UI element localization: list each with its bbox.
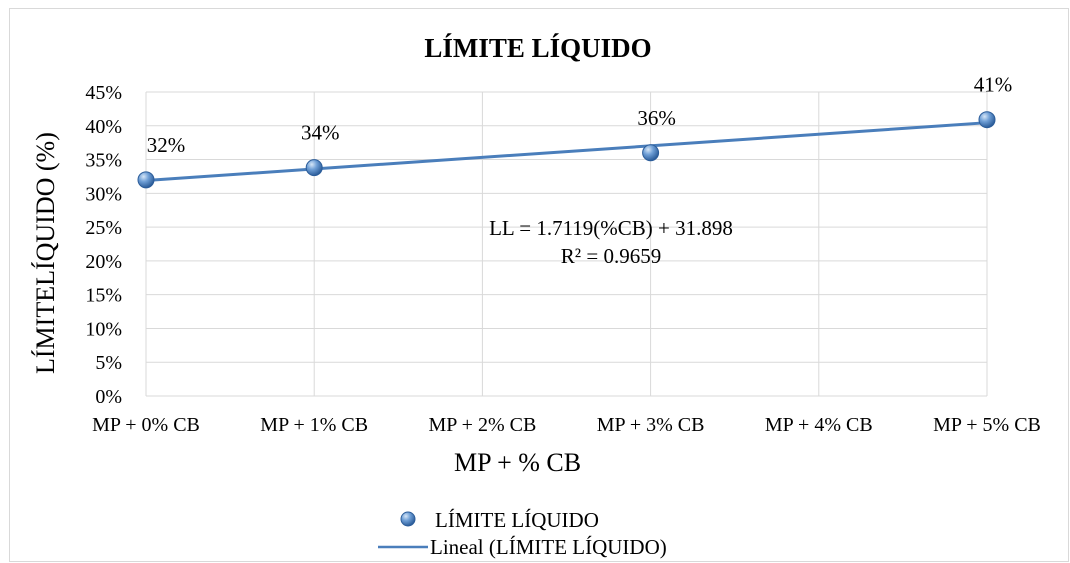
data-point [642,144,660,162]
x-tick-label: MP + 4% CB [765,414,873,436]
data-labels: 32% 34% 36% 41% [147,73,1013,157]
data-label: 34% [301,121,340,145]
chart-frame [9,8,1069,562]
x-tick-label: MP + 3% CB [597,414,705,436]
y-tick-label: 5% [95,352,122,374]
y-tick-label: 20% [85,251,122,273]
x-tick-label: MP + 5% CB [933,414,1041,436]
legend-marker-icon [400,511,416,527]
x-tick-label: MP + 0% CB [92,414,200,436]
y-tick-label: 35% [85,150,122,172]
trendline-r2: R² = 0.9659 [561,244,661,268]
x-axis-title: MP + % CB [454,448,581,477]
trendline-equation: LL = 1.7119(%CB) + 31.898 [489,216,733,240]
y-tick-labels: 0% 5% 10% 15% 20% 25% 30% 35% 40% 45% [85,82,122,408]
x-tick-label: MP + 1% CB [260,414,368,436]
data-label: 36% [637,106,676,130]
data-points [137,111,996,189]
chart-title: LÍMITE LÍQUIDO [424,33,651,63]
x-tick-labels: MP + 0% CB MP + 1% CB MP + 2% CB MP + 3% CB… [92,414,1041,436]
data-point [978,111,996,129]
y-tick-label: 45% [85,82,122,104]
data-label: 41% [974,73,1013,97]
legend: LÍMITE LÍQUIDO Lineal (LÍMITE LÍQUIDO) [378,508,667,559]
y-axis-title: LÍMITELÍQUIDO (%) [31,132,60,374]
y-tick-label: 0% [95,386,122,408]
legend-entry-series: LÍMITE LÍQUIDO [435,508,599,532]
legend-entry-trendline: Lineal (LÍMITE LÍQUIDO) [430,535,667,559]
data-point [305,159,323,177]
y-tick-label: 40% [85,116,122,138]
grid [145,91,988,397]
trendline-line [145,121,988,183]
data-label: 32% [147,133,186,157]
x-tick-label: MP + 2% CB [429,414,537,436]
y-tick-label: 30% [85,183,122,205]
y-tick-label: 10% [85,318,122,340]
trendline [145,121,988,183]
data-point [137,171,155,189]
y-tick-label: 25% [85,217,122,239]
y-tick-label: 15% [85,285,122,307]
